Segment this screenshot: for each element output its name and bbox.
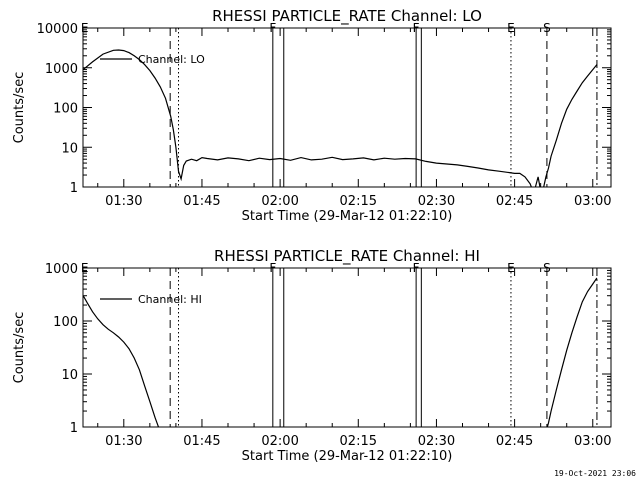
y-tick-label: 10 [61, 141, 78, 156]
y-axis-label: Counts/sec [12, 72, 27, 144]
x-tick-label: 02:00 [261, 434, 298, 449]
chart-panel-1: RHESSI PARTICLE_RATE Channel: LO Counts/s… [12, 7, 612, 224]
y-tick-label: 1 [70, 181, 78, 196]
x-tick-label: 02:15 [340, 434, 377, 449]
x-tick-label: 02:30 [418, 434, 455, 449]
x-tick-label: 01:30 [105, 434, 142, 449]
y-axis-label: Counts/sec [12, 312, 27, 384]
data-series-line [83, 277, 598, 427]
x-tick-label: 02:15 [340, 194, 377, 209]
y-tick-label: 100 [53, 315, 78, 330]
legend-label: Channel: HI [138, 293, 202, 306]
footer-timestamp: 19-Oct-2021 23:06 [554, 469, 636, 478]
x-tick-label: 01:30 [105, 194, 142, 209]
plot-frame [82, 267, 612, 428]
x-tick-label: 03:00 [574, 434, 611, 449]
y-tick-label: 100 [53, 102, 78, 117]
chart-title: RHESSI PARTICLE_RATE Channel: LO [212, 7, 482, 26]
data-series-line [83, 49, 598, 187]
chart-panel-2: RHESSI PARTICLE_RATE Channel: HI Counts/s… [12, 247, 612, 464]
y-tick-label: 1000 [45, 62, 78, 77]
x-tick-label: 01:45 [183, 194, 220, 209]
plot-frame [82, 27, 612, 188]
y-tick-label: 1 [70, 421, 78, 436]
chart-title: RHESSI PARTICLE_RATE Channel: HI [214, 247, 480, 266]
x-axis-label: Start Time (29-Mar-12 01:22:10) [242, 209, 453, 224]
x-tick-label: 03:00 [574, 194, 611, 209]
legend-label: Channel: LO [138, 53, 205, 66]
x-tick-label: 02:45 [496, 194, 533, 209]
y-tick-label: 10 [61, 368, 78, 383]
x-tick-label: 01:45 [183, 434, 220, 449]
x-axis-label: Start Time (29-Mar-12 01:22:10) [242, 449, 453, 464]
y-tick-label: 1000 [45, 262, 78, 277]
y-tick-label: 10000 [37, 22, 78, 37]
x-tick-label: 02:45 [496, 434, 533, 449]
x-tick-label: 02:00 [261, 194, 298, 209]
x-tick-label: 02:30 [418, 194, 455, 209]
